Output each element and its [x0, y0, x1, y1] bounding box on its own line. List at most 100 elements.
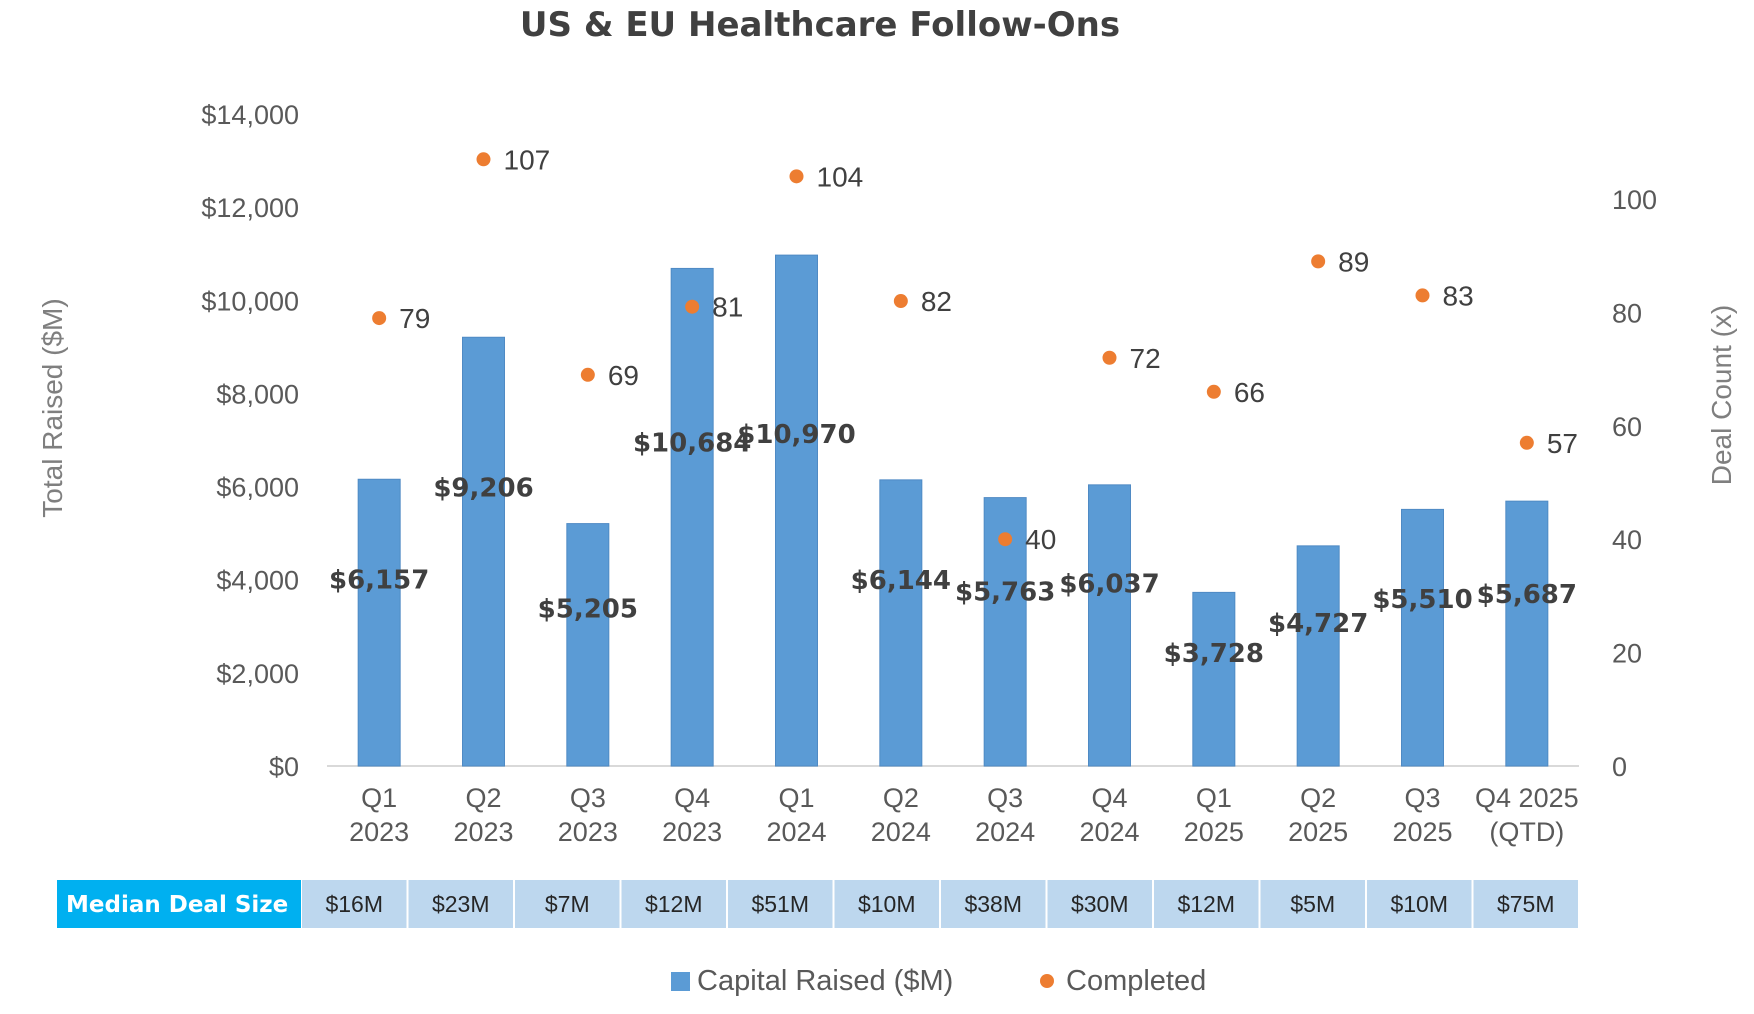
completed-value-label: 83 — [1443, 280, 1474, 311]
x-tick-label: 2023 — [558, 817, 618, 847]
x-tick-label: Q3 — [1404, 783, 1440, 813]
bar-value-label: $10,970 — [737, 420, 855, 450]
median-deal-size-value: $23M — [432, 891, 490, 917]
y2-tick-label: 100 — [1612, 185, 1657, 215]
median-deal-size-value: $5M — [1290, 891, 1335, 917]
bar-value-label: $6,144 — [851, 566, 951, 596]
median-deal-size-value: $10M — [1390, 891, 1448, 917]
completed-value-label: 89 — [1338, 246, 1369, 277]
x-tick-label: 2023 — [349, 817, 409, 847]
bar-value-label: $4,727 — [1268, 609, 1368, 639]
legend-dot-swatch — [1040, 974, 1054, 988]
completed-value-label: 79 — [399, 303, 430, 334]
median-deal-size-cell — [1260, 880, 1365, 928]
capital-bar — [1192, 591, 1236, 767]
completed-point — [476, 152, 491, 167]
y2-axis-label: Deal Count (x) — [1706, 305, 1737, 486]
median-deal-size-cell — [408, 880, 513, 928]
bar-data-labels: $6,157$9,206$5,205$10,684$10,970$6,144 $5… — [329, 420, 1577, 669]
bar-value-label: $5,687 — [1477, 580, 1577, 610]
capital-bar — [462, 336, 505, 767]
x-tick-label: 2023 — [662, 817, 722, 847]
x-tick-label: Q2 — [1300, 783, 1336, 813]
bar-value-label: $5,763 — [955, 578, 1055, 608]
median-deal-size-header-cell — [57, 880, 301, 928]
y-axis-label: Total Raised ($M) — [37, 298, 68, 517]
median-deal-size-value: $75M — [1497, 891, 1555, 917]
bar-value-label: $5,510 — [1372, 585, 1472, 615]
median-deal-size-cell — [621, 880, 726, 928]
x-tick-label: (QTD) — [1489, 817, 1564, 847]
x-tick-label: 2024 — [766, 817, 826, 847]
capital-bar — [670, 267, 714, 767]
y2-tick-label: 0 — [1612, 752, 1627, 782]
legend: Capital Raised ($M) Completed — [671, 965, 1206, 997]
x-tick-label: 2024 — [975, 817, 1035, 847]
x-tick-label: 2024 — [871, 817, 931, 847]
completed-value-label: 107 — [504, 144, 551, 175]
y-tick-label: $10,000 — [201, 286, 299, 316]
left-axis-ticks: $0 $2,000 $4,000 $6,000 $8,000 $10,000 $12,000… — [201, 100, 299, 782]
completed-point — [580, 367, 595, 382]
bar-series — [357, 254, 1549, 767]
legend-bar-swatch — [671, 972, 690, 991]
y2-tick-label: 80 — [1612, 298, 1642, 328]
right-axis-ticks: 0 20 40 60 80 100 — [1612, 185, 1657, 782]
completed-value-label: 72 — [1130, 343, 1161, 374]
y-tick-label: $14,000 — [201, 100, 299, 130]
bar-value-label: $5,205 — [538, 594, 638, 624]
median-deal-size-cell — [834, 880, 939, 928]
median-deal-size-cell — [1473, 880, 1578, 928]
capital-bar — [879, 479, 923, 767]
x-tick-label: 2025 — [1392, 817, 1452, 847]
capital-bar — [1088, 484, 1131, 767]
x-tick-label: Q1 — [1196, 783, 1232, 813]
median-deal-size-value: $10M — [858, 891, 916, 917]
median-deal-size-value: $12M — [645, 891, 703, 917]
capital-bar — [566, 523, 610, 767]
completed-point — [1415, 288, 1430, 303]
bar-value-label: $6,157 — [329, 566, 429, 596]
median-deal-size-value: $30M — [1071, 891, 1129, 917]
x-tick-label: Q3 — [570, 783, 606, 813]
y-tick-label: $6,000 — [216, 473, 299, 503]
x-tick-label: Q2 — [883, 783, 919, 813]
completed-value-label: 40 — [1025, 524, 1056, 555]
median-deal-size-value: $51M — [751, 891, 809, 917]
median-deal-size-cell — [728, 880, 833, 928]
completed-point — [1311, 254, 1326, 269]
y-tick-label: $0 — [269, 752, 299, 782]
y-tick-label: $8,000 — [216, 379, 299, 409]
completed-point — [1519, 435, 1534, 450]
y2-tick-label: 60 — [1612, 412, 1642, 442]
capital-bar — [1505, 500, 1549, 767]
x-tick-label: 2025 — [1288, 817, 1348, 847]
x-tick-label: 2024 — [1079, 817, 1139, 847]
median-deal-size-cell — [941, 880, 1046, 928]
legend-completed: Completed — [1066, 965, 1206, 997]
median-deal-size-value: $16M — [325, 891, 383, 917]
x-tick-label: Q4 2025 — [1475, 783, 1579, 813]
median-deal-size-value: $38M — [964, 891, 1022, 917]
bar-value-label: $6,037 — [1059, 569, 1159, 599]
completed-value-label: 66 — [1234, 377, 1265, 408]
capital-bar — [357, 478, 401, 767]
completed-point — [685, 299, 700, 314]
capital-bar — [1296, 545, 1340, 767]
completed-point — [372, 311, 387, 326]
completed-point — [998, 532, 1013, 547]
completed-point — [789, 169, 804, 184]
median-deal-size-header: Median Deal Size — [66, 892, 288, 918]
x-tick-label: Q1 — [361, 783, 397, 813]
median-deal-size-cell — [1367, 880, 1472, 928]
median-deal-size-cell — [1154, 880, 1259, 928]
median-deal-size-cell — [1047, 880, 1152, 928]
x-tick-label: Q1 — [778, 783, 814, 813]
x-tick-label: Q3 — [987, 783, 1023, 813]
bar-value-label: $9,206 — [433, 473, 533, 503]
completed-point — [1102, 350, 1117, 365]
y-tick-label: $2,000 — [216, 659, 299, 689]
median-deal-size-cell — [515, 880, 620, 928]
completed-point — [1206, 384, 1221, 399]
completed-value-label: 81 — [712, 292, 743, 323]
